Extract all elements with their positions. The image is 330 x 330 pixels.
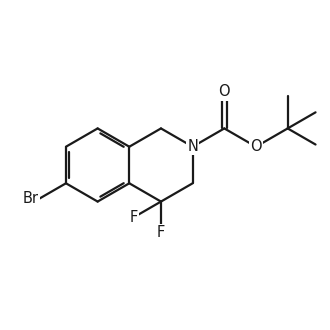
Text: F: F [157, 225, 165, 240]
Text: F: F [130, 210, 138, 225]
Text: Br: Br [23, 191, 39, 206]
Text: O: O [218, 84, 230, 99]
Text: O: O [250, 139, 262, 154]
Text: N: N [187, 139, 198, 154]
